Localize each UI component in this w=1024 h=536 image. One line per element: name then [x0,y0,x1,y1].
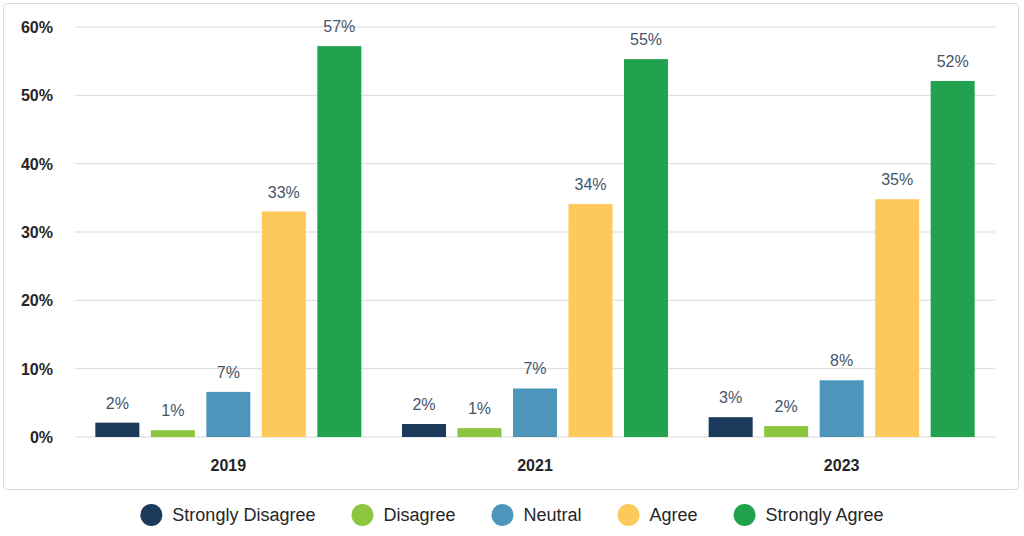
legend: Strongly Disagree Disagree Neutral Agree Str… [140,504,883,526]
legend-swatch [351,504,373,526]
bar [151,430,195,437]
data-label: 7% [523,360,546,377]
y-tick-label: 60% [21,19,53,36]
x-tick-label: 2019 [211,457,247,474]
data-label: 8% [830,352,853,369]
bar [820,380,864,437]
bar [569,204,613,437]
chart: 0% 10% 20% 30% 40% 50% 60% 2% 1% 7% 33% 57% 2% 1% 7% 34… [0,0,1024,536]
grid-line [75,27,995,28]
data-label: 57% [323,18,355,35]
bar [402,424,446,437]
legend-swatch [140,504,162,526]
bar [206,392,250,437]
legend-label: Neutral [523,505,581,525]
x-tick-label: 2021 [517,457,553,474]
x-tick-labels: 2019 2021 2023 [211,457,860,474]
y-tick-label: 20% [21,292,53,309]
y-tick-label: 10% [21,361,53,378]
data-label: 3% [719,389,742,406]
bar [931,81,975,437]
x-tick-label: 2023 [824,457,860,474]
data-label: 33% [268,184,300,201]
legend-label: Strongly Disagree [172,505,315,525]
legend-swatch [734,504,756,526]
legend-label: Strongly Agree [766,505,884,525]
grid-line [75,300,995,301]
bar [709,417,753,437]
data-label: 2% [106,395,129,412]
data-label: 55% [630,31,662,48]
grid [75,27,995,437]
data-label: 7% [217,364,240,381]
bar [317,46,361,437]
y-tick-label: 0% [30,429,53,446]
data-label: 35% [881,171,913,188]
legend-label: Disagree [383,505,455,525]
data-label: 2% [775,398,798,415]
grid-line [75,163,995,164]
bar [764,426,808,437]
bar [513,388,557,437]
y-tick-label: 40% [21,156,53,173]
data-label: 34% [574,176,606,193]
data-label: 1% [468,400,491,417]
chart-frame [4,4,1019,490]
y-tick-labels: 0% 10% 20% 30% 40% 50% 60% [21,19,53,446]
data-label: 52% [937,53,969,70]
data-label: 2% [412,396,435,413]
bar [95,423,139,437]
legend-swatch [491,504,513,526]
bar [458,428,502,437]
bar [262,212,306,438]
bars [95,46,974,437]
grid-line [75,95,995,96]
data-labels: 2% 1% 7% 33% 57% 2% 1% 7% 34% 55% 3% 2% 8% 35% 52% [106,18,969,419]
bar [624,59,668,437]
legend-swatch [618,504,640,526]
y-tick-label: 30% [21,224,53,241]
bar [875,199,919,437]
grid-line [75,232,995,233]
data-label: 1% [161,402,184,419]
legend-label: Agree [650,505,698,525]
y-tick-label: 50% [21,87,53,104]
